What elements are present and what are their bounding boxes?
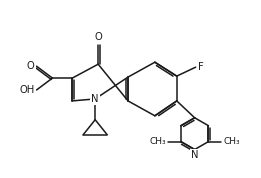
Text: O: O bbox=[94, 32, 102, 42]
Text: F: F bbox=[198, 62, 203, 72]
Text: N: N bbox=[91, 94, 99, 104]
Text: OH: OH bbox=[19, 85, 34, 95]
Text: N: N bbox=[191, 150, 198, 159]
Text: CH₃: CH₃ bbox=[149, 137, 166, 146]
Text: CH₃: CH₃ bbox=[223, 137, 240, 146]
Text: O: O bbox=[27, 61, 34, 71]
